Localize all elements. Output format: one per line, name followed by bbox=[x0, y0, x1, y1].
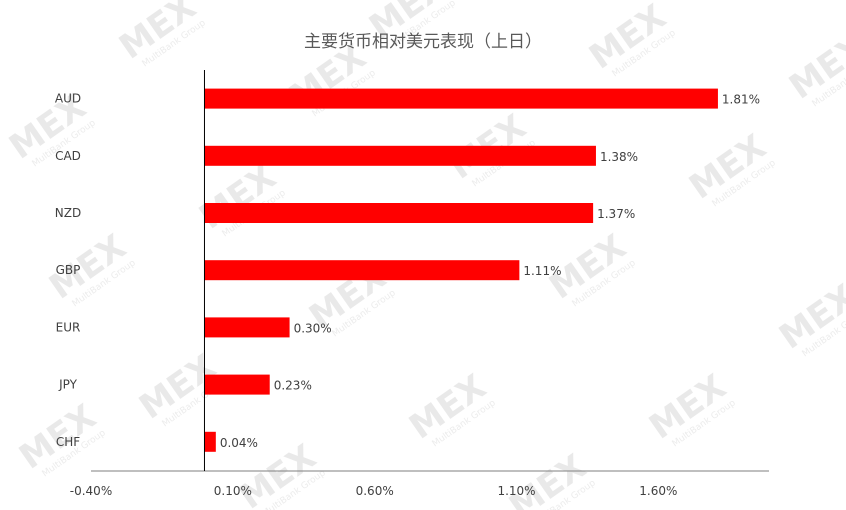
bar-jpy bbox=[204, 374, 270, 395]
bar-aud bbox=[204, 88, 718, 109]
data-label-aud: 1.81% bbox=[722, 93, 760, 107]
category-label-nzd: NZD bbox=[55, 206, 81, 220]
x-tick-label: 1.10% bbox=[497, 484, 535, 498]
category-label-gbp: GBP bbox=[56, 263, 81, 277]
data-label-cad: 1.38% bbox=[600, 150, 638, 164]
data-label-eur: 0.30% bbox=[294, 321, 332, 335]
bar-gbp bbox=[204, 260, 520, 281]
watermark-brand: MEX bbox=[502, 447, 593, 510]
x-tick-label: 0.10% bbox=[214, 484, 252, 498]
bar-chf bbox=[204, 431, 216, 452]
bar-nzd bbox=[204, 203, 594, 223]
value-axis-labels: -0.40% 0.10% 0.60% 1.10% 1.60% bbox=[70, 484, 678, 498]
category-label-eur: EUR bbox=[56, 320, 81, 334]
data-label-jpy: 0.23% bbox=[274, 379, 312, 393]
x-tick-label: -0.40% bbox=[70, 484, 112, 498]
category-label-cad: CAD bbox=[55, 149, 81, 163]
data-label-gbp: 1.11% bbox=[523, 264, 561, 278]
x-tick-label: 0.60% bbox=[356, 484, 394, 498]
category-label-jpy: JPY bbox=[58, 378, 78, 392]
bar-eur bbox=[204, 317, 290, 338]
category-axis-labels: AUD CAD NZD GBP EUR JPY CHF bbox=[55, 92, 81, 449]
bar-series bbox=[204, 88, 718, 452]
watermark-brand: MEX bbox=[782, 27, 846, 108]
bar-cad bbox=[204, 145, 596, 166]
category-label-aud: AUD bbox=[55, 92, 81, 106]
data-labels: 1.81% 1.38% 1.37% 1.11% 0.30% 0.23% 0.04% bbox=[220, 93, 760, 450]
chart-title: 主要货币相对美元表现（上日） bbox=[304, 32, 542, 52]
x-tick-label: 1.60% bbox=[639, 484, 677, 498]
axes bbox=[91, 70, 769, 472]
data-label-chf: 0.04% bbox=[220, 436, 258, 450]
category-label-chf: CHF bbox=[56, 435, 80, 449]
data-label-nzd: 1.37% bbox=[597, 207, 635, 221]
